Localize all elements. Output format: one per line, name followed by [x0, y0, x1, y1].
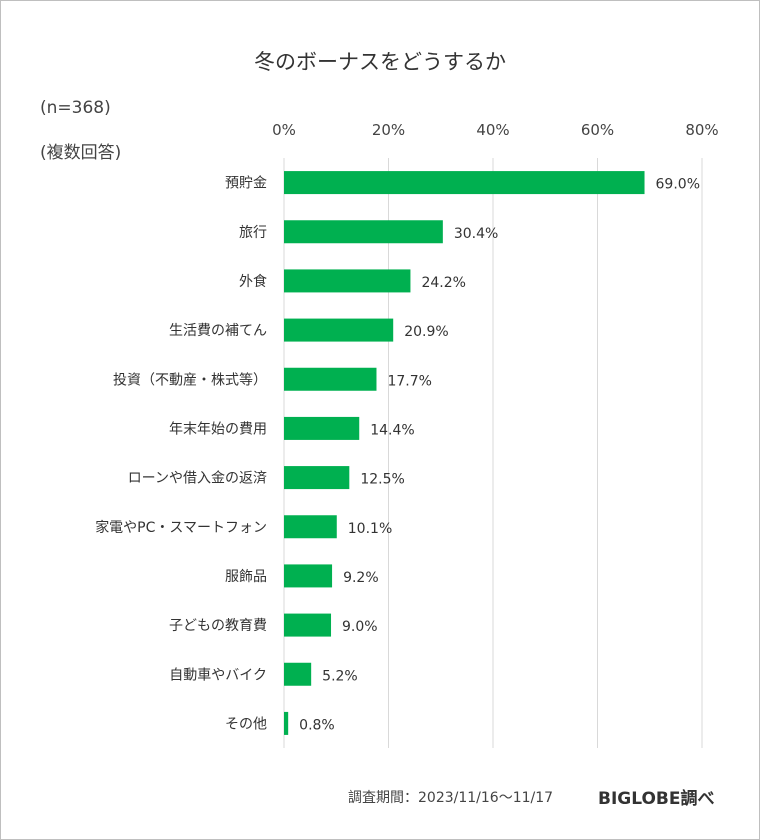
x-tick-label: 60% [581, 121, 614, 139]
bar [284, 367, 377, 391]
bar [284, 466, 350, 490]
category-label: 投資（不動産・株式等） [113, 371, 267, 388]
value-label: 12.5% [360, 472, 404, 488]
chart-title: 冬のボーナスをどうするか [254, 50, 506, 74]
value-label: 20.9% [404, 324, 448, 340]
bar [284, 318, 394, 342]
x-tick-label: 0% [272, 121, 296, 139]
value-label: 5.2% [322, 668, 358, 684]
bar [284, 269, 411, 293]
bar [284, 564, 333, 588]
category-label: 子どもの教育費 [169, 618, 267, 634]
category-label: ローンや借入金の返済 [128, 471, 267, 487]
category-label: その他 [225, 716, 267, 732]
value-label: 30.4% [454, 226, 498, 242]
survey-period: 調査期間：2023/11/16～11/17 [348, 790, 554, 806]
value-label: 17.7% [387, 373, 431, 389]
sample-size-note: (n=368) [40, 98, 111, 118]
bar [284, 220, 443, 244]
value-label: 9.0% [342, 619, 378, 635]
source-credit: BIGLOBE調べ [598, 789, 715, 809]
bar [284, 711, 289, 735]
x-tick-label: 20% [372, 121, 405, 139]
value-label: 9.2% [343, 570, 379, 586]
bar [284, 613, 332, 637]
bar [284, 515, 337, 539]
x-tick-label: 40% [476, 121, 509, 139]
bar [284, 171, 645, 195]
value-label: 24.2% [421, 275, 465, 291]
category-label: 旅行 [239, 225, 267, 241]
bar [284, 662, 312, 686]
category-label: 自動車やバイク [169, 666, 267, 683]
category-label: 服飾品 [225, 569, 267, 585]
category-label: 年末年始の費用 [169, 421, 267, 437]
category-label: 生活費の補てん [169, 323, 267, 339]
bar [284, 416, 360, 440]
category-label: 家電やPC・スマートフォン [95, 519, 267, 536]
category-label: 預貯金 [225, 176, 267, 192]
value-label: 10.1% [348, 521, 392, 537]
value-label: 0.8% [299, 717, 335, 733]
value-label: 69.0% [656, 177, 700, 193]
x-tick-label: 80% [685, 121, 718, 139]
multiple-answer-note: (複数回答) [40, 143, 122, 163]
category-label: 外食 [239, 273, 267, 290]
value-label: 14.4% [370, 422, 414, 438]
